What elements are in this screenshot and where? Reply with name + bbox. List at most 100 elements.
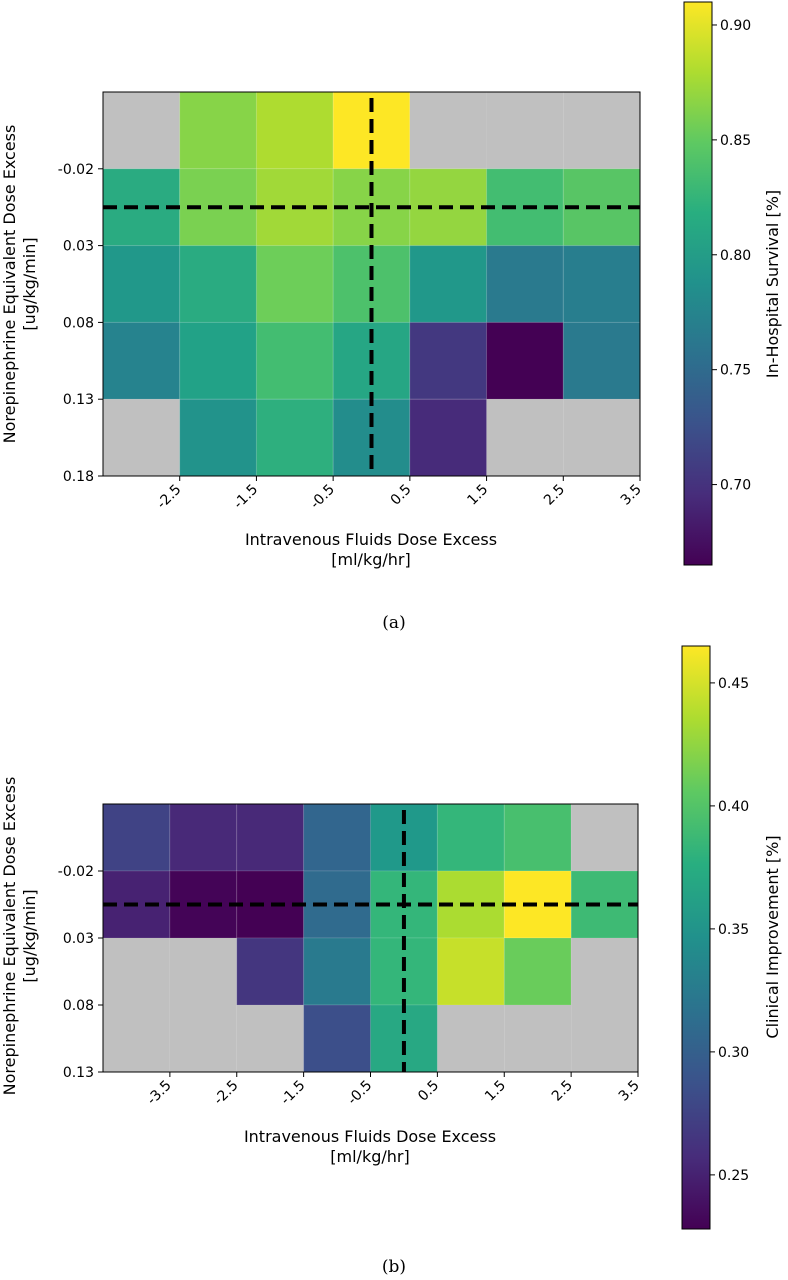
y-tick-label: 0.08: [63, 998, 94, 1014]
x-ticks-b: -3.5 -2.5 -1.5 -0.5 0.5 1.5 2.5 3.5: [144, 1072, 643, 1108]
x-tick-label: 0.5: [388, 482, 415, 509]
heatmap-cell: [179, 398, 257, 477]
colorbar-tick-label: 0.30: [718, 1045, 749, 1061]
heatmap-cell: [303, 937, 371, 1006]
heatmap-cell-empty: [103, 399, 180, 476]
heatmap-cell-empty: [563, 92, 640, 169]
y-tick-label: 0.03: [63, 239, 94, 255]
colorbar-label-b: Clinical Improvement [%]: [763, 835, 782, 1038]
x-tick-label: 2.5: [549, 1078, 576, 1105]
colorbar-tick-label: 0.80: [720, 248, 751, 264]
heatmap-cell: [370, 1004, 438, 1073]
x-tick-label: -2.5: [154, 482, 185, 513]
heatmap-cell: [255, 245, 334, 323]
plot-frame-a: [102, 91, 641, 477]
y-ticks-b: -0.02 0.03 0.08 0.13: [58, 864, 103, 1081]
y-tick-label: 0.03: [63, 931, 94, 947]
heatmap-cell: [409, 321, 488, 400]
colorbar-gradient-b: [681, 645, 711, 1230]
x-tick-label: -3.5: [144, 1078, 175, 1109]
colorbar-tick-label: 0.75: [720, 363, 751, 379]
x-tick-label: -1.5: [231, 482, 262, 513]
heatmap-cell: [409, 398, 488, 477]
colorbar-gradient-a: [683, 1, 713, 566]
y-tick-label: 0.13: [63, 392, 94, 408]
colorbar-tick-label: 0.35: [718, 922, 749, 938]
heatmap-panel-a: -2.5 -1.5 -0.5 0.5 1.5 2.5 3.5 -0.02 0.03 0.08 0.…: [0, 1, 782, 633]
heatmap-cell-empty: [504, 1005, 572, 1072]
x-axis-unit-b: [ml/kg/hr]: [330, 1147, 409, 1166]
x-axis-unit-a: [ml/kg/hr]: [331, 550, 410, 569]
colorbar-tick-label: 0.45: [718, 676, 749, 692]
heatmap-cell: [179, 91, 257, 170]
x-tick-label: 2.5: [541, 482, 568, 509]
heatmap-cell-empty: [409, 92, 487, 169]
heatmap-cell: [236, 937, 305, 1006]
heatmap-panel-b: -3.5 -2.5 -1.5 -0.5 0.5 1.5 2.5 3.5 -0.02 0.03 0.…: [0, 645, 782, 1277]
colorbar-tick-label: 0.40: [718, 799, 749, 815]
heatmap-cell-empty: [571, 1005, 638, 1072]
heatmap-cell-empty: [563, 399, 640, 476]
heatmap-cell: [236, 803, 305, 872]
x-axis-label-a: Intravenous Fluids Dose Excess: [245, 530, 497, 549]
heatmap-cell: [179, 321, 257, 400]
y-axis-unit-b: [ug/kg/min]: [20, 889, 39, 982]
heatmap-cell: [436, 937, 505, 1006]
y-ticks-a: -0.02 0.03 0.08 0.13 0.18: [58, 162, 103, 485]
colorbar-label-a: In-Hospital Survival [%]: [763, 190, 782, 378]
y-tick-label: 0.08: [63, 315, 94, 331]
heatmap-cell: [179, 245, 257, 323]
heatmap-cell: [102, 321, 181, 400]
x-tick-label: -1.5: [278, 1078, 309, 1109]
heatmap-cell: [436, 803, 505, 872]
y-axis-label-b: Norepinephrine Equivalent Dose Excess: [0, 777, 19, 1096]
heatmap-cell-empty: [103, 938, 170, 1005]
heatmap-cell: [562, 321, 641, 400]
x-tick-label: 1.5: [464, 482, 491, 509]
heatmap-cell-empty: [571, 938, 638, 1005]
heatmap-cell: [409, 245, 488, 323]
heatmap-cell-empty: [486, 399, 564, 476]
heatmap-cells-b: [102, 803, 639, 1073]
heatmap-cells-a: [102, 91, 641, 477]
heatmap-cell-empty: [103, 1005, 170, 1072]
x-axis-label-b: Intravenous Fluids Dose Excess: [244, 1127, 496, 1146]
heatmap-cell-empty: [169, 938, 237, 1005]
y-tick-label: -0.02: [58, 162, 94, 178]
y-tick-label: 0.13: [63, 1065, 94, 1081]
heatmap-cell: [169, 803, 238, 872]
heatmap-cell: [102, 803, 171, 872]
x-tick-label: -0.5: [307, 482, 338, 513]
y-axis-label-a: Norepinephrine Equivalent Dose Excess: [0, 125, 19, 444]
heatmap-cell: [303, 1004, 371, 1073]
heatmap-cell: [255, 398, 334, 477]
heatmap-cell-empty: [103, 92, 180, 169]
x-tick-label: 1.5: [482, 1078, 509, 1105]
y-tick-label: 0.18: [63, 469, 94, 485]
heatmap-cell: [486, 245, 564, 323]
colorbar-ticks-a: 0.70 0.75 0.80 0.85 0.90: [712, 18, 751, 494]
x-ticks-a: -2.5 -1.5 -0.5 0.5 1.5 2.5 3.5: [154, 476, 645, 512]
heatmap-cell-empty: [571, 804, 638, 871]
colorbar-ticks-b: 0.25 0.30 0.35 0.40 0.45: [710, 676, 749, 1184]
colorbar-tick-label: 0.25: [718, 1168, 749, 1184]
caption-b: (b): [382, 1257, 406, 1277]
heatmap-cell: [562, 245, 641, 323]
heatmap-cell-empty: [169, 1005, 237, 1072]
colorbar-a: 0.70 0.75 0.80 0.85 0.90 In-Hospital Surviva…: [683, 1, 782, 566]
caption-a: (a): [382, 613, 405, 633]
x-tick-label: 3.5: [616, 1078, 643, 1105]
heatmap-cell-empty: [437, 1005, 505, 1072]
heatmap-cell: [503, 937, 572, 1006]
x-tick-label: -0.5: [345, 1078, 376, 1109]
heatmap-cell: [255, 91, 334, 170]
heatmap-cell-empty: [486, 92, 564, 169]
heatmap-cell: [570, 870, 639, 939]
y-tick-label: -0.02: [58, 864, 94, 880]
x-tick-label: -2.5: [211, 1078, 242, 1109]
x-tick-label: 3.5: [618, 482, 645, 509]
heatmap-cell: [503, 803, 572, 872]
x-tick-label: 0.5: [415, 1078, 442, 1105]
y-axis-unit-a: [ug/kg/min]: [20, 237, 39, 330]
